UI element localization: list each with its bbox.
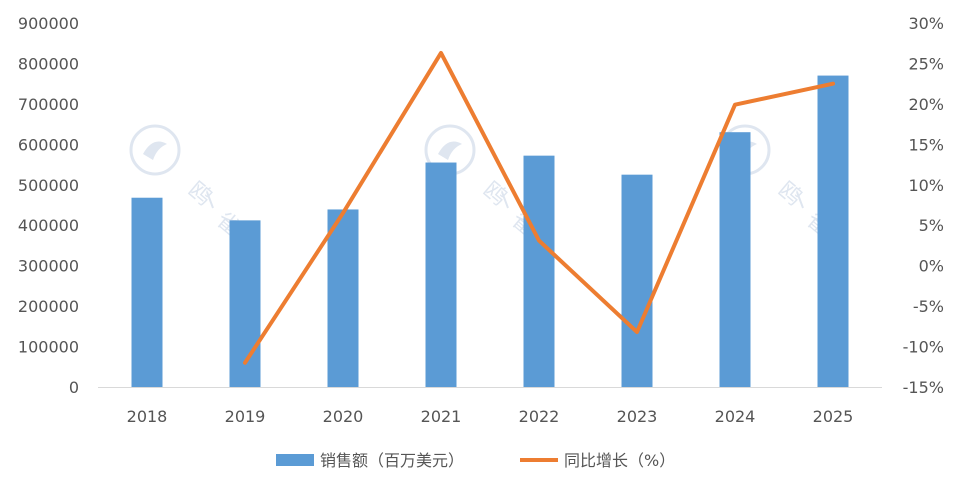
right-tick-label: 15%: [908, 135, 944, 154]
right-y-axis: -15% -10% -5% 0% 5% 10% 15% 20% 25% 30%: [903, 14, 944, 397]
left-tick-label: 400000: [18, 216, 79, 235]
x-tick-label: 2022: [519, 407, 560, 426]
bar: [719, 132, 751, 387]
left-tick-label: 600000: [18, 135, 79, 154]
legend-bar-label: 销售额（百万美元）: [320, 451, 464, 470]
bar: [817, 75, 849, 388]
legend: 销售额（百万美元） 同比增长（%）: [276, 451, 675, 470]
right-tick-label: -15%: [903, 378, 944, 397]
bar: [621, 174, 653, 387]
bar-series: [131, 75, 849, 388]
right-tick-label: 0%: [919, 257, 944, 276]
watermark-divider: [501, 191, 509, 209]
right-tick-label: 25%: [908, 54, 944, 73]
legend-bar-swatch: [276, 454, 314, 466]
watermark-bird-icon: [438, 141, 462, 160]
x-tick-label: 2025: [813, 407, 854, 426]
left-tick-label: 100000: [18, 338, 79, 357]
x-tick-label: 2019: [225, 407, 266, 426]
left-y-axis: 0 100000 200000 300000 400000 500000 600000 700…: [18, 14, 79, 397]
bar: [425, 162, 457, 387]
right-tick-label: 10%: [908, 176, 944, 195]
left-tick-label: 200000: [18, 297, 79, 316]
x-tick-label: 2018: [127, 407, 168, 426]
right-tick-label: -10%: [903, 338, 944, 357]
right-tick-label: -5%: [913, 297, 944, 316]
watermark-divider: [206, 191, 214, 209]
legend-line-label: 同比增长（%）: [564, 451, 675, 470]
watermark-logo-icon: [129, 124, 181, 176]
right-tick-label: 5%: [919, 216, 944, 235]
left-tick-label: 0: [69, 378, 79, 397]
right-tick-label: 20%: [908, 95, 944, 114]
x-tick-label: 2023: [617, 407, 658, 426]
bar: [131, 197, 163, 387]
x-tick-label: 2021: [421, 407, 462, 426]
left-tick-label: 900000: [18, 14, 79, 33]
right-tick-label: 30%: [908, 14, 944, 33]
left-tick-label: 700000: [18, 95, 79, 114]
watermark-bird-icon: [143, 141, 167, 160]
line-series: [243, 50, 835, 365]
left-tick-label: 500000: [18, 176, 79, 195]
x-axis: 2018 2019 2020 2021 2022 2023 2024 2025: [127, 407, 854, 426]
bar: [523, 155, 555, 387]
watermark-divider: [796, 191, 804, 209]
x-tick-label: 2020: [323, 407, 364, 426]
left-tick-label: 800000: [18, 54, 79, 73]
x-tick-label: 2024: [715, 407, 756, 426]
bar: [327, 209, 359, 387]
left-tick-label: 300000: [18, 257, 79, 276]
